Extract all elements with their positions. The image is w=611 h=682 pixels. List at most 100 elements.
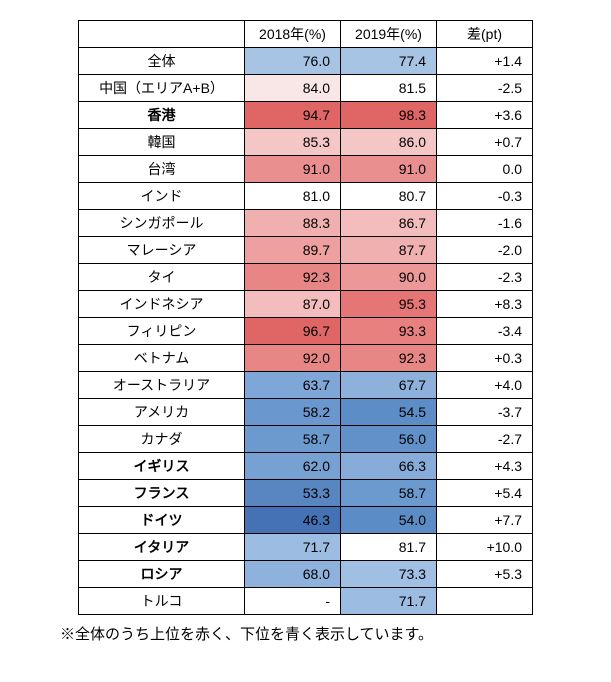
table-row: フランス53.358.7+5.4 <box>79 480 533 507</box>
value-2019: 71.7 <box>341 588 437 615</box>
value-2018: 62.0 <box>245 453 341 480</box>
col-header-2019: 2019年(%) <box>341 21 437 48</box>
value-diff: +5.4 <box>437 480 533 507</box>
row-label: ベトナム <box>79 345 245 372</box>
value-diff: +4.0 <box>437 372 533 399</box>
value-diff: +0.3 <box>437 345 533 372</box>
row-label: ドイツ <box>79 507 245 534</box>
row-label: 台湾 <box>79 156 245 183</box>
value-diff: +5.3 <box>437 561 533 588</box>
value-diff: +3.6 <box>437 102 533 129</box>
value-2018: 94.7 <box>245 102 341 129</box>
value-2019: 95.3 <box>341 291 437 318</box>
table-row: イギリス62.066.3+4.3 <box>79 453 533 480</box>
value-diff: -2.5 <box>437 75 533 102</box>
table-row: ドイツ46.354.0+7.7 <box>79 507 533 534</box>
row-label: アメリカ <box>79 399 245 426</box>
value-2019: 81.5 <box>341 75 437 102</box>
value-diff: -2.3 <box>437 264 533 291</box>
table-row: フィリピン96.793.3-3.4 <box>79 318 533 345</box>
value-diff: +4.3 <box>437 453 533 480</box>
row-label: トルコ <box>79 588 245 615</box>
row-label: 全体 <box>79 48 245 75</box>
value-2018: 85.3 <box>245 129 341 156</box>
table-row: トルコ-71.7 <box>79 588 533 615</box>
value-2018: 58.2 <box>245 399 341 426</box>
table-row: ロシア68.073.3+5.3 <box>79 561 533 588</box>
row-label: オーストラリア <box>79 372 245 399</box>
table-row: 中国（エリアA+B）84.081.5-2.5 <box>79 75 533 102</box>
table-row: ベトナム92.092.3+0.3 <box>79 345 533 372</box>
row-label: インド <box>79 183 245 210</box>
row-label: 香港 <box>79 102 245 129</box>
value-2018: 53.3 <box>245 480 341 507</box>
value-2018: 46.3 <box>245 507 341 534</box>
value-2018: 68.0 <box>245 561 341 588</box>
value-diff: -0.3 <box>437 183 533 210</box>
value-2019: 93.3 <box>341 318 437 345</box>
table-row: 香港94.798.3+3.6 <box>79 102 533 129</box>
table-row: カナダ58.756.0-2.7 <box>79 426 533 453</box>
col-header-diff: 差(pt) <box>437 21 533 48</box>
value-diff <box>437 588 533 615</box>
footnote: ※全体のうち上位を赤く、下位を青く表示しています。 <box>20 623 591 644</box>
table-row: インド81.080.7-0.3 <box>79 183 533 210</box>
value-diff: +0.7 <box>437 129 533 156</box>
col-header-blank <box>79 21 245 48</box>
value-2019: 90.0 <box>341 264 437 291</box>
value-2019: 66.3 <box>341 453 437 480</box>
value-2018: 63.7 <box>245 372 341 399</box>
value-2019: 80.7 <box>341 183 437 210</box>
value-diff: +7.7 <box>437 507 533 534</box>
table-row: 台湾91.091.00.0 <box>79 156 533 183</box>
table-row: タイ92.390.0-2.3 <box>79 264 533 291</box>
value-diff: -2.7 <box>437 426 533 453</box>
table-row: シンガポール88.386.7-1.6 <box>79 210 533 237</box>
row-label: ロシア <box>79 561 245 588</box>
row-label: カナダ <box>79 426 245 453</box>
row-label: シンガポール <box>79 210 245 237</box>
value-2018: 96.7 <box>245 318 341 345</box>
value-diff: -1.6 <box>437 210 533 237</box>
value-2018: 89.7 <box>245 237 341 264</box>
table-row: アメリカ58.254.5-3.7 <box>79 399 533 426</box>
value-2019: 56.0 <box>341 426 437 453</box>
value-diff: -2.0 <box>437 237 533 264</box>
value-2018: 71.7 <box>245 534 341 561</box>
value-2019: 92.3 <box>341 345 437 372</box>
value-2019: 77.4 <box>341 48 437 75</box>
value-2018: 58.7 <box>245 426 341 453</box>
table-row: インドネシア87.095.3+8.3 <box>79 291 533 318</box>
value-diff: +8.3 <box>437 291 533 318</box>
value-diff: -3.7 <box>437 399 533 426</box>
table-row: オーストラリア63.767.7+4.0 <box>79 372 533 399</box>
value-2018: 92.0 <box>245 345 341 372</box>
row-label: フィリピン <box>79 318 245 345</box>
row-label: インドネシア <box>79 291 245 318</box>
value-diff: -3.4 <box>437 318 533 345</box>
table-row: イタリア71.781.7+10.0 <box>79 534 533 561</box>
value-2018: - <box>245 588 341 615</box>
row-label: イタリア <box>79 534 245 561</box>
value-2019: 87.7 <box>341 237 437 264</box>
row-label: マレーシア <box>79 237 245 264</box>
row-label: 中国（エリアA+B） <box>79 75 245 102</box>
data-table: 2018年(%) 2019年(%) 差(pt) 全体76.077.4+1.4中国… <box>78 20 533 615</box>
value-2019: 86.0 <box>341 129 437 156</box>
table-row: 韓国85.386.0+0.7 <box>79 129 533 156</box>
value-2018: 92.3 <box>245 264 341 291</box>
value-2019: 73.3 <box>341 561 437 588</box>
value-2019: 81.7 <box>341 534 437 561</box>
row-label: 韓国 <box>79 129 245 156</box>
value-2019: 91.0 <box>341 156 437 183</box>
value-2018: 87.0 <box>245 291 341 318</box>
header-row: 2018年(%) 2019年(%) 差(pt) <box>79 21 533 48</box>
value-2019: 54.0 <box>341 507 437 534</box>
value-2018: 76.0 <box>245 48 341 75</box>
col-header-2018: 2018年(%) <box>245 21 341 48</box>
row-label: フランス <box>79 480 245 507</box>
table-row: 全体76.077.4+1.4 <box>79 48 533 75</box>
value-2019: 86.7 <box>341 210 437 237</box>
value-2019: 58.7 <box>341 480 437 507</box>
value-2019: 67.7 <box>341 372 437 399</box>
